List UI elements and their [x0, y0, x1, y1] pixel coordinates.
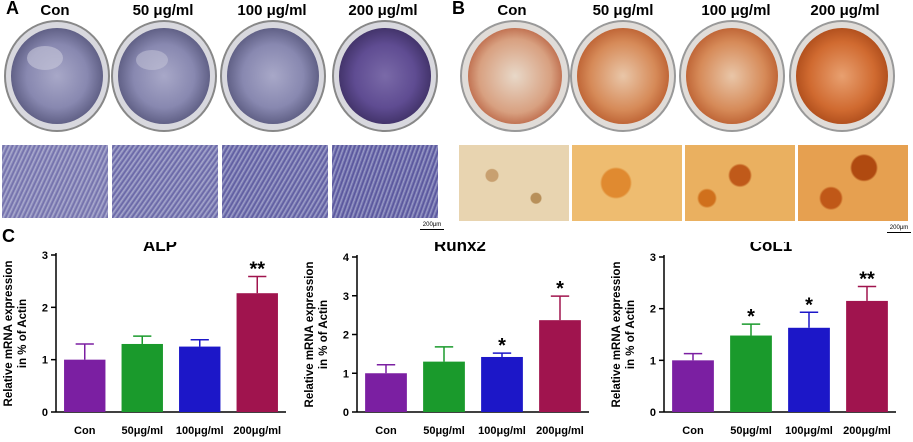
panel-b-scale-bar: 200μm — [887, 225, 911, 233]
col1-sig-2: * — [805, 294, 813, 316]
col1-sig-3: ** — [859, 268, 875, 290]
col1-bar-0 — [672, 360, 714, 412]
panel-a-dish-row — [4, 20, 438, 132]
alp-ytick-label-1: 1 — [42, 355, 48, 367]
runx2-ytick-label-0: 0 — [343, 407, 349, 419]
panel-b-label-100: 100 μg/ml — [701, 2, 771, 19]
alp-xtick-label-3: 200μg/ml — [233, 425, 281, 437]
runx2-ytick-label-1: 1 — [343, 368, 349, 380]
panel-a-label-100: 100 μg/ml — [237, 2, 307, 19]
col1-bar-1 — [730, 335, 772, 412]
runx2-ytick-label-4: 4 — [343, 252, 350, 264]
alp-sig-3: ** — [249, 258, 265, 280]
panel-b-label-con: Con — [497, 2, 527, 19]
panel-label-c: C — [2, 226, 15, 246]
runx2-xtick-label-3: 200μg/ml — [536, 425, 584, 437]
dish-a-200 — [332, 20, 438, 132]
runx2-sig-2: * — [498, 335, 506, 357]
alp-title: ALP — [143, 242, 177, 255]
dish-a-100 — [220, 20, 326, 132]
panel-b-label-50: 50 μg/ml — [592, 2, 654, 19]
col1-bar-3 — [846, 300, 888, 412]
alp-bar-2 — [179, 346, 221, 412]
alp-ytick-label-2: 2 — [42, 302, 48, 314]
alp-bar-1 — [121, 343, 163, 412]
dish-a-con — [4, 20, 110, 132]
chart-alp: ALP Relative mRNA expression in % of Actin… — [3, 242, 286, 437]
runx2-sig-3: * — [556, 278, 564, 300]
panel-label-a: A — [6, 0, 19, 18]
panel-a-label-200: 200 μg/ml — [348, 2, 418, 19]
col1-xtick-label-0: Con — [682, 425, 704, 437]
runx2-ylabel: Relative mRNA expression in % of Actin — [304, 262, 330, 408]
dish-b-50 — [570, 20, 676, 132]
chart-runx2: Runx2 Relative mRNA expression in % of Act… — [304, 242, 589, 437]
panel-a-micro-con — [2, 145, 108, 218]
runx2-ytick-label-2: 2 — [343, 330, 349, 342]
runx2-bar-2 — [481, 356, 523, 412]
alp-ylabel: Relative mRNA expression in % of Actin — [3, 261, 29, 407]
panel-b-micro-200 — [798, 145, 908, 221]
col1-title: CoL1 — [750, 242, 793, 255]
col1-xtick-label-1: 50μg/ml — [730, 425, 772, 437]
panel-b-micro-100 — [685, 145, 795, 221]
alp-xtick-label-0: Con — [74, 425, 96, 437]
col1-bar-2 — [788, 327, 830, 412]
panel-a-scale-bar: 200μm — [420, 222, 444, 230]
panel-a-micro-50 — [112, 145, 218, 218]
panel-label-b: B — [452, 0, 465, 18]
runx2-bar-0 — [365, 373, 407, 412]
panel-b-micro-50 — [572, 145, 682, 221]
runx2-xtick-label-2: 100μg/ml — [478, 425, 526, 437]
alp-ytick-label-0: 0 — [42, 407, 48, 419]
runx2-bar-3 — [539, 320, 581, 412]
col1-ylabel: Relative mRNA expression in % of Actin — [611, 262, 637, 408]
dish-b-100 — [679, 20, 785, 132]
panel-a-label-con: Con — [40, 2, 70, 19]
panel-b-micro-con — [459, 145, 569, 221]
col1-xtick-label-3: 200μg/ml — [843, 425, 891, 437]
panel-b-dish-row — [460, 20, 895, 132]
panel-a-label-50: 50 μg/ml — [132, 2, 194, 19]
panel-a-micro-200 — [332, 145, 438, 218]
dish-b-200 — [789, 20, 895, 132]
col1-ytick-label-3: 3 — [650, 252, 656, 264]
dish-b-con — [460, 20, 570, 132]
alp-bar-3 — [236, 293, 278, 412]
runx2-xtick-label-0: Con — [375, 425, 397, 437]
alp-ytick-label-3: 3 — [42, 250, 48, 262]
chart-col1: CoL1 Relative mRNA expression in % of Acti… — [611, 242, 896, 437]
col1-sig-1: * — [747, 306, 755, 328]
col1-ytick-label-0: 0 — [650, 407, 656, 419]
alp-bar-0 — [64, 359, 106, 412]
col1-ytick-label-1: 1 — [650, 355, 656, 367]
dish-a-50 — [111, 20, 217, 132]
col1-xtick-label-2: 100μg/ml — [785, 425, 833, 437]
runx2-ytick-label-3: 3 — [343, 291, 349, 303]
alp-xtick-label-1: 50μg/ml — [121, 425, 163, 437]
panel-b-label-200: 200 μg/ml — [810, 2, 880, 19]
panel-a-micro-100 — [222, 145, 328, 218]
col1-ytick-label-2: 2 — [650, 304, 656, 316]
alp-xtick-label-2: 100μg/ml — [176, 425, 224, 437]
runx2-xtick-label-1: 50μg/ml — [423, 425, 465, 437]
runx2-bar-1 — [423, 361, 465, 412]
runx2-title: Runx2 — [434, 242, 486, 255]
